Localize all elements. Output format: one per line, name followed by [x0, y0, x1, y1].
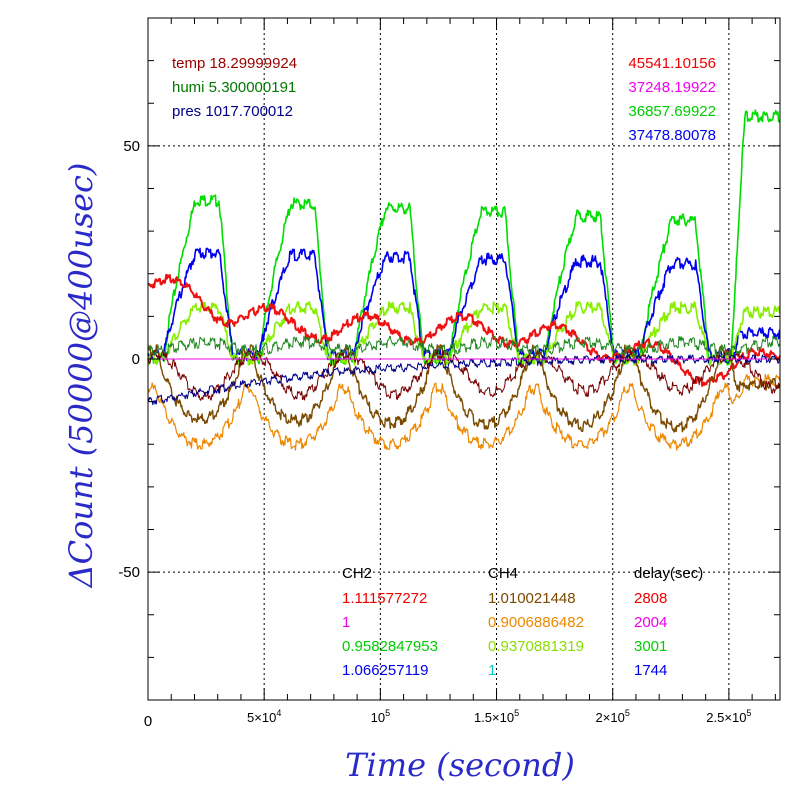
ch4-value: 1 [488, 662, 496, 679]
ch4-value: 0.9006886482 [488, 614, 584, 631]
count-value: 36857.69922 [628, 103, 716, 120]
environment-readout: temp 18.29999924 humi 5.300000191 pres 101… [172, 55, 297, 120]
series-line [147, 301, 781, 366]
table-header: CH2 [342, 565, 372, 582]
series-line [147, 348, 781, 401]
table-header: CH4 [488, 565, 518, 582]
series-layer [147, 109, 781, 451]
count-readout: 45541.10156 37248.19922 36857.69922 37478.8… [628, 55, 716, 144]
ch2-value: 1.066257119 [342, 662, 428, 679]
delay-value: 1744 [634, 662, 667, 679]
y-axis-title: ΔCount (50000@400usec) [62, 163, 100, 590]
count-value: 37478.80078 [628, 127, 716, 144]
ch2-value: 0.9582847953 [342, 638, 438, 655]
x-axis-title: Time (second) [345, 746, 575, 784]
ch4-value: 0.9370881319 [488, 638, 584, 655]
x-tick-label: 1.5×105 [474, 708, 519, 725]
series-line [147, 344, 781, 433]
y-tick-label: 0 [132, 351, 140, 368]
count-value: 45541.10156 [628, 55, 716, 72]
ticks: 0 5×104 105 1.5×105 2×105 2.5×105 50 0 -50 [118, 17, 780, 730]
series-line [147, 109, 781, 366]
x-tick-label: 2.5×105 [706, 708, 751, 725]
env-reading: pres 1017.700012 [172, 103, 293, 120]
delay-value: 2004 [634, 614, 667, 631]
ch4-value: 1.010021448 [488, 590, 576, 607]
delay-value: 2808 [634, 590, 667, 607]
ch2-value: 1.111577272 [342, 590, 427, 607]
ch2-value: 1 [342, 614, 350, 631]
count-value: 37248.19922 [628, 79, 716, 96]
series-line [147, 335, 781, 357]
x-tick-label: 2×105 [596, 708, 630, 725]
y-tick-label: -50 [118, 564, 140, 581]
calibration-table: CH2 CH4 delay(sec) 1.111577272 1.010021448 28… [342, 565, 703, 679]
x-tick-label: 105 [371, 708, 390, 725]
series-line [147, 354, 781, 406]
x-tick-label: 5×104 [247, 708, 281, 725]
series-line [147, 273, 781, 387]
y-tick-label: 50 [123, 138, 140, 155]
table-header: delay(sec) [634, 565, 703, 582]
env-reading: humi 5.300000191 [172, 79, 296, 96]
delay-value: 3001 [634, 638, 667, 655]
env-reading: temp 18.29999924 [172, 55, 297, 72]
x-tick-label: 0 [144, 713, 152, 730]
series-line [147, 373, 781, 451]
